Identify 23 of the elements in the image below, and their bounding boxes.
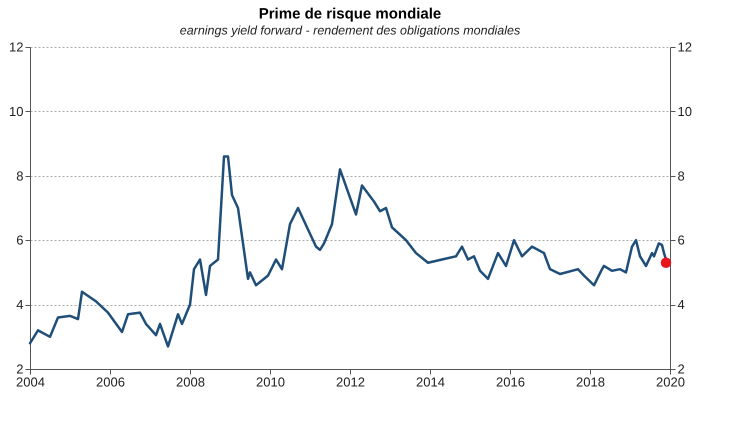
x-tick-label: 2014 xyxy=(416,374,445,390)
x-tick-label: 2018 xyxy=(576,374,605,390)
y2-tick-label: 6 xyxy=(678,232,685,248)
chart-title: Prime de risque mondiale xyxy=(258,6,442,22)
x-tick-label: 2016 xyxy=(496,374,525,390)
x-tick-label: 2008 xyxy=(176,374,205,390)
y-tick-label: 2 xyxy=(16,362,24,376)
x-tick-label: 2006 xyxy=(96,374,125,390)
y2-tick-label: 4 xyxy=(678,297,685,312)
y2-tick-label: 8 xyxy=(678,168,685,184)
y-tick-label: 6 xyxy=(16,232,24,248)
y2-tick-label: 10 xyxy=(678,104,692,119)
x-tick-label: 2010 xyxy=(256,374,285,390)
y-tick-label: 10 xyxy=(9,104,24,119)
y2-tick-label: 12 xyxy=(678,40,692,54)
y-tick-label: 4 xyxy=(16,297,24,312)
y-tick-label: 12 xyxy=(9,40,24,54)
x-tick-label: 2020 xyxy=(656,374,685,390)
x-tick-label: 2004 xyxy=(16,374,45,390)
x-tick-label: 2012 xyxy=(336,374,365,390)
y-tick-label: 8 xyxy=(16,168,24,184)
y2-tick-label: 2 xyxy=(678,362,685,376)
chart-subtitle: earnings yield forward - rendement des obligations mondiales xyxy=(180,24,520,38)
